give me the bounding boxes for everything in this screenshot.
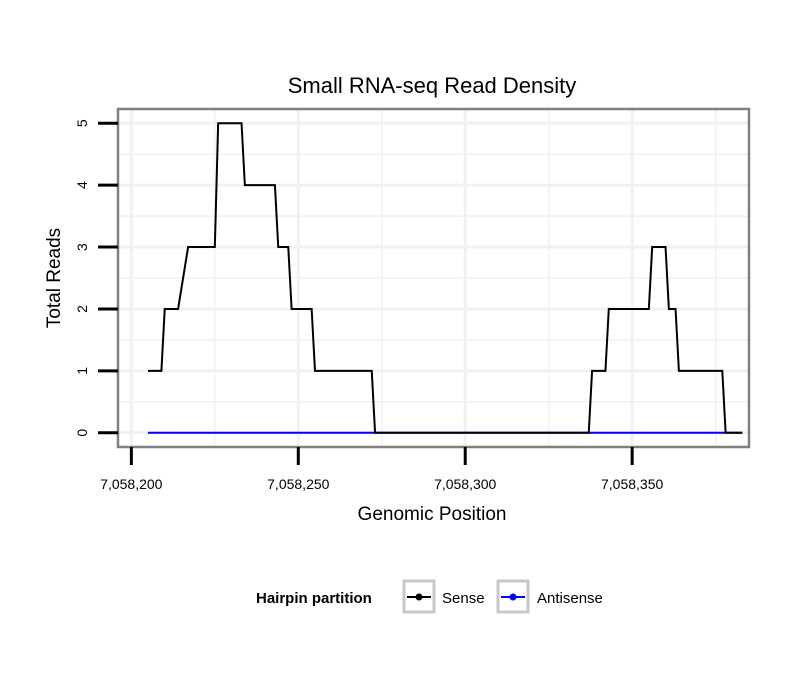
- x-axis: 7,058,200 7,058,250 7,058,300 7,058,350: [100, 447, 663, 492]
- x-tick-label: 7,058,300: [434, 476, 496, 492]
- y-tick-label: 2: [74, 305, 90, 313]
- x-tick-label: 7,058,350: [601, 476, 663, 492]
- x-axis-title: Genomic Position: [358, 504, 507, 525]
- y-tick-label: 4: [74, 181, 90, 189]
- legend-swatch-point-sense: [415, 593, 423, 601]
- legend-item-antisense: Antisense: [496, 579, 603, 614]
- series-lines: [148, 122, 743, 434]
- chart-title: Small RNA-seq Read Density: [288, 73, 577, 98]
- series-line-sense: [148, 122, 743, 434]
- y-tick-label: 5: [74, 119, 90, 127]
- plot-panel: [116, 107, 751, 449]
- legend: Hairpin partition Sense Antisense: [256, 579, 603, 614]
- x-tick-label: 7,058,200: [100, 476, 162, 492]
- x-tick-label: 7,058,250: [267, 476, 329, 492]
- legend-title: Hairpin partition: [256, 590, 372, 607]
- y-tick-label: 3: [74, 243, 90, 251]
- y-tick-label: 0: [74, 429, 90, 437]
- plot-border: [116, 107, 751, 449]
- legend-label-antisense: Antisense: [537, 590, 603, 607]
- y-axis-title: Total Reads: [44, 228, 65, 328]
- legend-item-sense: Sense: [402, 579, 485, 614]
- y-axis: 0 1 2 3 4 5: [74, 119, 118, 437]
- legend-swatch-point-antisense: [509, 593, 517, 601]
- y-tick-label: 1: [74, 367, 90, 375]
- legend-label-sense: Sense: [442, 590, 485, 607]
